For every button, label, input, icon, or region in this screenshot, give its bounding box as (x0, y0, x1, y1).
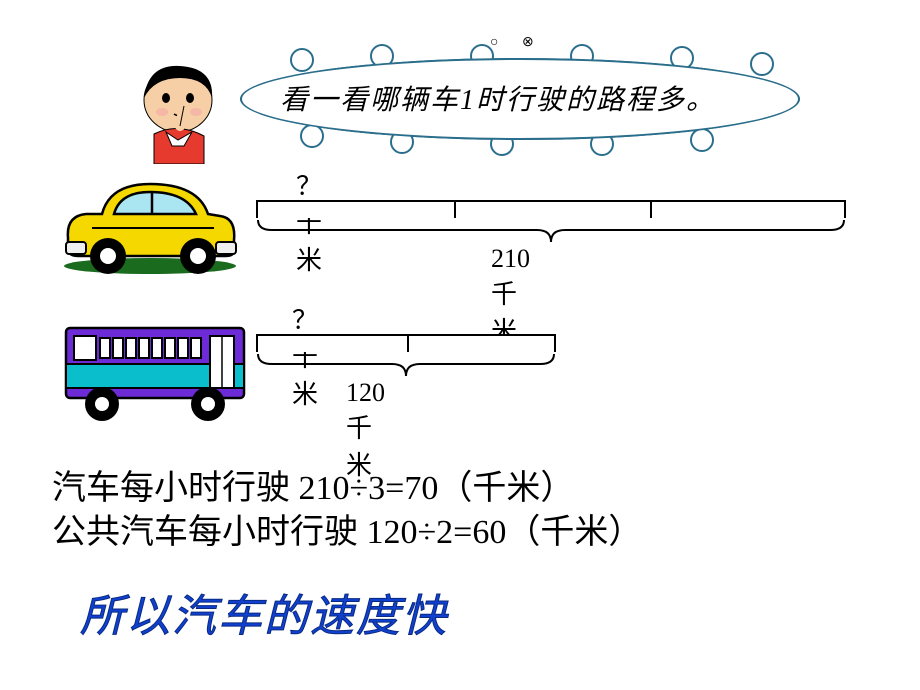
car-brace (256, 218, 846, 246)
bus-segment-bar (256, 334, 556, 352)
answer-line-2: 公共汽车每小时行驶 120÷2=60（千米） (52, 504, 642, 553)
car-illustration (58, 168, 242, 278)
answer-line-1: 汽车每小时行驶 210÷3=70（千米） (52, 460, 574, 509)
bubble-text: 看一看哪辆车1时行驶的路程多。 (280, 78, 716, 118)
boy-illustration (124, 56, 234, 164)
conclusion-text: 所以汽车的速度快 (80, 580, 448, 644)
slide-markers: ○ ⊗ (490, 34, 544, 51)
speech-bubble: 看一看哪辆车1时行驶的路程多。 (240, 58, 800, 140)
car-total-label: 210 千米 (491, 244, 530, 348)
bus-brace (256, 352, 556, 380)
car-segment-bar (256, 200, 846, 218)
bus-illustration (60, 320, 250, 425)
